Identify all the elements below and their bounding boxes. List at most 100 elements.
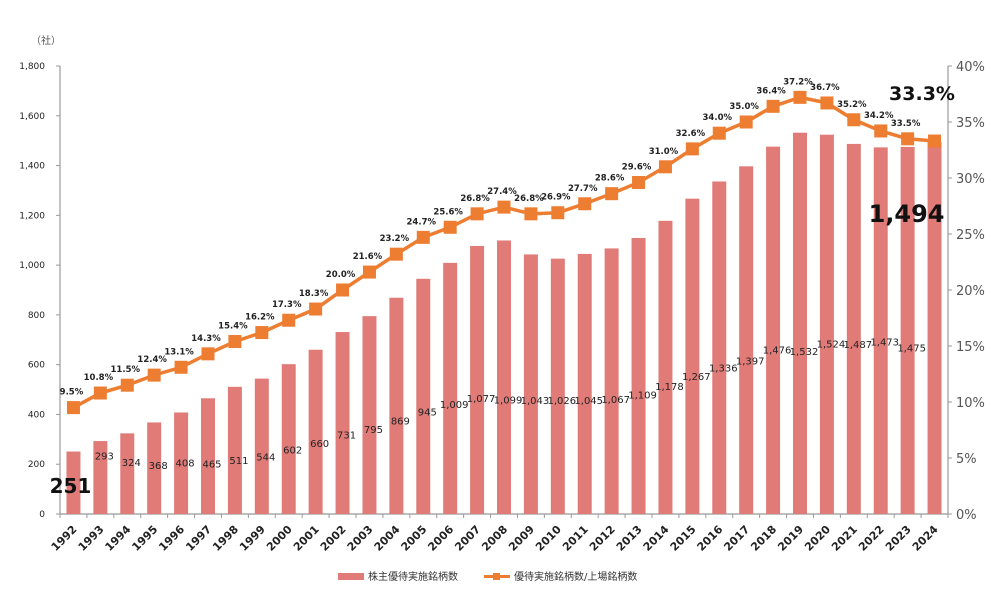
left-tick-label: 800	[28, 311, 45, 321]
bar	[739, 166, 754, 514]
bar	[147, 422, 162, 514]
bar-label: 602	[283, 446, 302, 457]
line-marker	[228, 335, 242, 349]
x-label: 2020	[802, 523, 833, 554]
left-tick-label: 1,400	[19, 162, 45, 172]
percent-label: 37.2%	[783, 77, 813, 87]
x-label: 1992	[49, 523, 80, 554]
bar	[416, 278, 431, 514]
right-tick-label: 30%	[956, 172, 985, 187]
x-label: 2002	[318, 523, 349, 554]
bar	[470, 245, 485, 515]
bar-label: 1,475	[897, 343, 926, 354]
percent-labels: 9.5%10.8%11.5%12.4%13.1% 14.3% 15.4%16.2% 1…	[60, 77, 955, 397]
line-marker	[766, 99, 780, 113]
bar	[604, 248, 619, 515]
bar	[174, 412, 189, 514]
x-label: 1999	[237, 523, 268, 554]
percent-label: 28.6%	[595, 174, 625, 184]
bar-label: 324	[122, 458, 141, 469]
bar	[281, 364, 296, 514]
line-marker	[578, 197, 592, 211]
bar	[523, 254, 538, 515]
line-marker	[416, 230, 430, 244]
bar-label: 293	[95, 452, 114, 463]
bar-label: 1,109	[628, 390, 657, 401]
x-label: 1997	[183, 523, 214, 554]
bar-label: 1,397	[736, 357, 765, 368]
percent-label: 18.3%	[299, 289, 329, 299]
bar-label: 1,045	[574, 396, 603, 407]
percent-label-last: 33.3%	[889, 83, 955, 105]
bar-label: 544	[256, 452, 275, 463]
percent-label: 27.4%	[487, 187, 517, 197]
percent-label: 10.8%	[84, 373, 114, 383]
bar-label-first: 251	[50, 474, 92, 498]
line-marker	[928, 134, 942, 148]
x-label: 1995	[129, 523, 160, 554]
x-label: 2023	[883, 523, 914, 554]
legend-line-marker	[493, 573, 500, 580]
bar	[685, 198, 700, 514]
percent-label: 33.5%	[891, 119, 921, 129]
bar	[362, 316, 377, 514]
bar	[766, 146, 781, 514]
legend-line-label: 優待実施銘柄数/上場銘柄数	[514, 570, 637, 583]
line-marker	[443, 220, 457, 234]
percent-label: 23.2%	[380, 234, 410, 244]
x-label: 2005	[399, 523, 430, 554]
bar-label: 731	[337, 430, 356, 441]
line-marker	[497, 200, 511, 214]
x-label: 2012	[587, 523, 618, 554]
bar	[93, 441, 108, 514]
bar-label: 1,524	[817, 340, 846, 351]
bar-label: 465	[202, 460, 221, 471]
percent-label: 16.2%	[245, 313, 275, 323]
x-label: 2009	[506, 523, 537, 554]
bar-label: 1,267	[682, 372, 711, 383]
x-label: 1993	[76, 523, 107, 554]
x-label: 2024	[910, 523, 941, 554]
percent-label: 14.3%	[191, 334, 221, 344]
bar	[201, 398, 215, 514]
bar-label: 368	[149, 461, 168, 472]
right-tick-label: 40%	[956, 60, 985, 75]
bar-label: 1,473	[870, 338, 899, 349]
bar-label: 1,077	[467, 394, 496, 405]
x-axis-labels: 1992199319941995199619971998199920002001…	[49, 523, 941, 554]
percent-label: 32.6%	[676, 129, 706, 139]
left-tick-label: 600	[28, 361, 45, 371]
line-marker	[847, 113, 861, 127]
x-label: 1996	[156, 523, 187, 554]
line-marker	[309, 302, 323, 316]
left-tick-label: 200	[28, 460, 45, 470]
percent-label: 36.7%	[810, 83, 840, 93]
bar-label: 869	[391, 416, 410, 427]
line-marker	[336, 283, 350, 297]
right-tick-label: 10%	[956, 396, 985, 411]
percent-label: 15.4%	[218, 322, 248, 332]
left-tick-label: 0	[39, 510, 45, 520]
left-tick-label: 1,200	[19, 211, 45, 221]
bar-label: 1,487	[843, 340, 872, 351]
left-tick-label: 1,000	[19, 261, 45, 271]
x-label: 2022	[856, 523, 887, 554]
percent-label: 35.2%	[837, 100, 867, 110]
line-marker	[93, 386, 107, 400]
line-marker	[901, 132, 915, 146]
percent-label: 25.6%	[433, 207, 463, 217]
x-label: 2003	[345, 523, 376, 554]
x-label: 2021	[829, 523, 860, 554]
line-marker	[147, 368, 161, 382]
line-marker	[712, 126, 726, 140]
percent-label: 26.9%	[541, 193, 571, 203]
right-tick-label: 5%	[956, 452, 977, 467]
bar-label: 1,336	[709, 364, 738, 375]
right-tick-label: 25%	[956, 228, 985, 243]
x-label: 2001	[291, 523, 322, 554]
left-tick-label: 1,800	[19, 62, 45, 72]
bar	[631, 237, 646, 514]
line-marker	[389, 247, 403, 261]
bar-label: 795	[364, 425, 383, 436]
